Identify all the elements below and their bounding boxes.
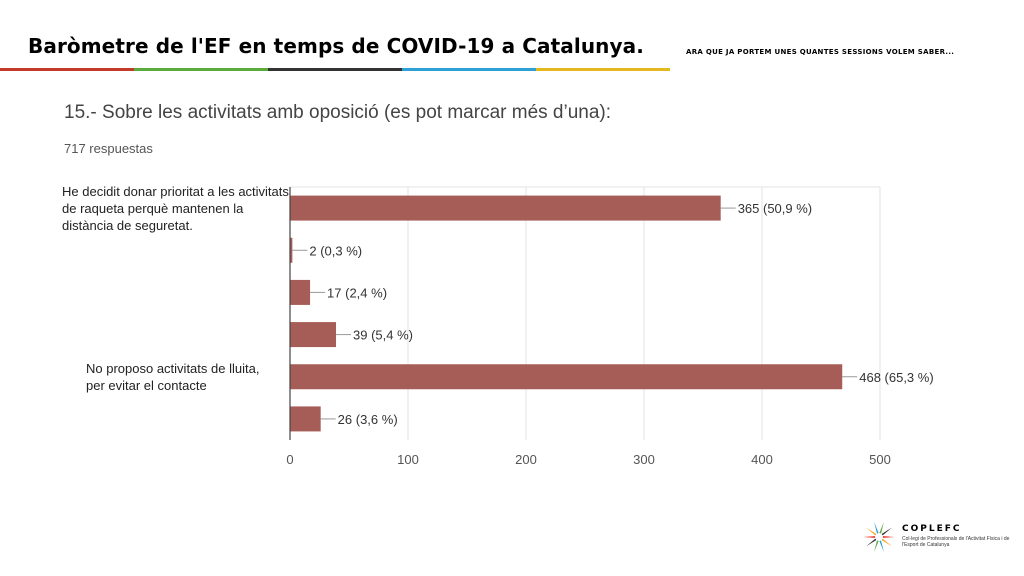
logo-ray xyxy=(881,527,892,536)
category-label-line: No proposo activitats de lluita, xyxy=(86,360,260,376)
logo-ray xyxy=(866,538,877,547)
response-count: 717 respuestas xyxy=(64,141,153,156)
bar xyxy=(290,322,337,348)
x-tick-label: 500 xyxy=(869,452,891,467)
data-label: 26 (3,6 %) xyxy=(338,412,398,427)
question-title: 15.- Sobre les activitats amb oposició (… xyxy=(64,102,612,123)
category-label: No proposo activitats de lluita, per evit… xyxy=(86,360,259,394)
bar xyxy=(290,237,293,263)
header-subtitle: ARA QUE JA PORTEM UNES QUANTES SESSIONS … xyxy=(686,48,955,56)
logo-name: COPLEFC xyxy=(902,524,962,534)
data-label: 365 (50,9 %) xyxy=(738,201,812,216)
logo-ray xyxy=(866,527,877,536)
category-label-line: de raqueta perquè mantenen la xyxy=(62,200,244,216)
color-bar-segment xyxy=(134,68,268,71)
bar xyxy=(290,195,721,221)
header-color-bar xyxy=(0,68,670,71)
logo-ray xyxy=(874,540,879,553)
color-bar-segment xyxy=(0,68,134,71)
bar xyxy=(290,406,321,432)
color-bar-segment xyxy=(268,68,402,71)
bar xyxy=(290,279,311,305)
logo-ray xyxy=(879,521,884,534)
x-tick-label: 0 xyxy=(286,452,293,467)
x-tick-label: 100 xyxy=(397,452,419,467)
logo-ray xyxy=(874,521,879,534)
data-label: 17 (2,4 %) xyxy=(327,285,387,300)
logo-ray xyxy=(863,536,876,538)
data-label: 468 (65,3 %) xyxy=(859,370,933,385)
header-title: Baròmetre de l'EF en temps de COVID-19 a… xyxy=(28,34,644,58)
logo-ray xyxy=(881,538,892,547)
coplefc-logo-icon xyxy=(863,521,895,553)
category-label-line: per evitar el contacte xyxy=(86,377,207,393)
data-label: 39 (5,4 %) xyxy=(353,328,413,343)
logo-ray xyxy=(879,540,884,553)
logo-ray xyxy=(882,536,895,538)
color-bar-segment xyxy=(536,68,670,71)
data-label: 2 (0,3 %) xyxy=(309,243,362,258)
category-label: He decidit donar prioritat a les activit… xyxy=(62,183,289,234)
x-tick-label: 300 xyxy=(633,452,655,467)
x-tick-label: 400 xyxy=(751,452,773,467)
x-tick-label: 200 xyxy=(515,452,537,467)
color-bar-segment xyxy=(402,68,536,71)
category-label-line: He decidit donar prioritat a les activit… xyxy=(62,183,289,199)
logo-subtitle: Col·legi de Professionals de l'Activitat… xyxy=(902,536,1010,548)
bar xyxy=(290,364,843,390)
category-label-line: distància de seguretat. xyxy=(62,217,193,233)
